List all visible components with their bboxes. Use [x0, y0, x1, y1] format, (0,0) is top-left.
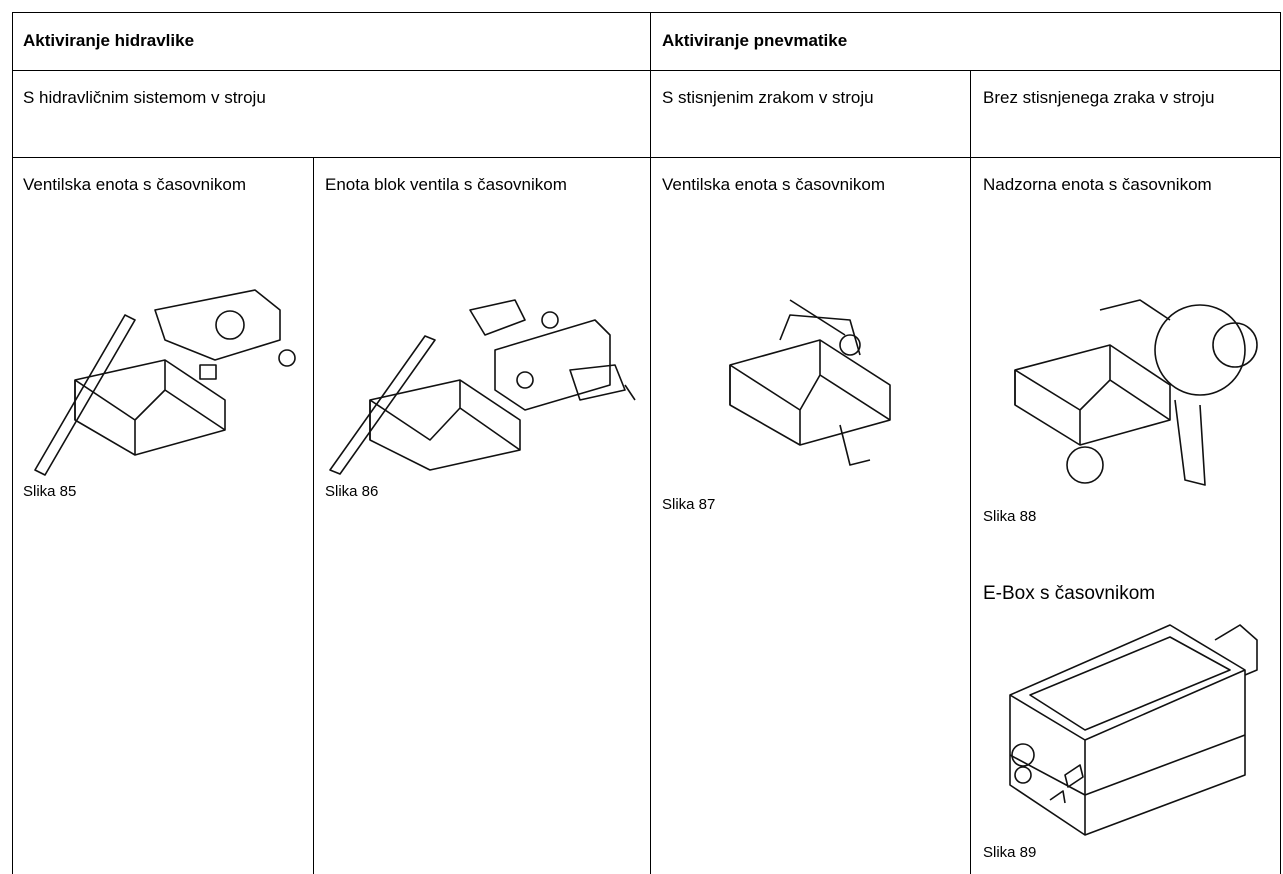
figure-caption: Slika 88 — [983, 508, 1037, 525]
figure-caption: Slika 87 — [662, 496, 716, 513]
unit-title: E-Box s časovnikom — [983, 583, 1156, 604]
illustration — [329, 299, 636, 475]
figure-caption: Slika 89 — [983, 844, 1037, 861]
header-cell: Aktiviranje hidravlike — [23, 31, 195, 50]
illustration — [1014, 299, 1258, 486]
subheader-cell: S stisnjenim zrakom v stroju — [662, 88, 874, 107]
subheader-cell: S hidravličnim sistemom v stroju — [23, 88, 266, 107]
unit-title: Ventilska enota s časovnikom — [662, 175, 886, 194]
unit-title: Ventilska enota s časovnikom — [23, 175, 247, 194]
figure-caption: Slika 86 — [325, 483, 379, 500]
table-border — [313, 157, 314, 874]
table-border — [1280, 12, 1281, 874]
table-border — [650, 12, 651, 874]
table-border — [12, 70, 1281, 71]
subheader-cell: Brez stisnjenega zraka v stroju — [983, 88, 1215, 107]
table-border — [970, 70, 971, 874]
table-border — [12, 157, 1281, 158]
illustration — [34, 289, 296, 476]
table-border — [12, 12, 13, 874]
illustration — [729, 299, 891, 466]
header-cell: Aktiviranje pnevmatike — [662, 31, 848, 50]
illustration — [1009, 624, 1258, 836]
table-border — [12, 12, 1281, 13]
unit-title: Nadzorna enota s časovnikom — [983, 175, 1212, 194]
figure-caption: Slika 85 — [23, 483, 77, 500]
unit-title: Enota blok ventila s časovnikom — [325, 175, 567, 194]
